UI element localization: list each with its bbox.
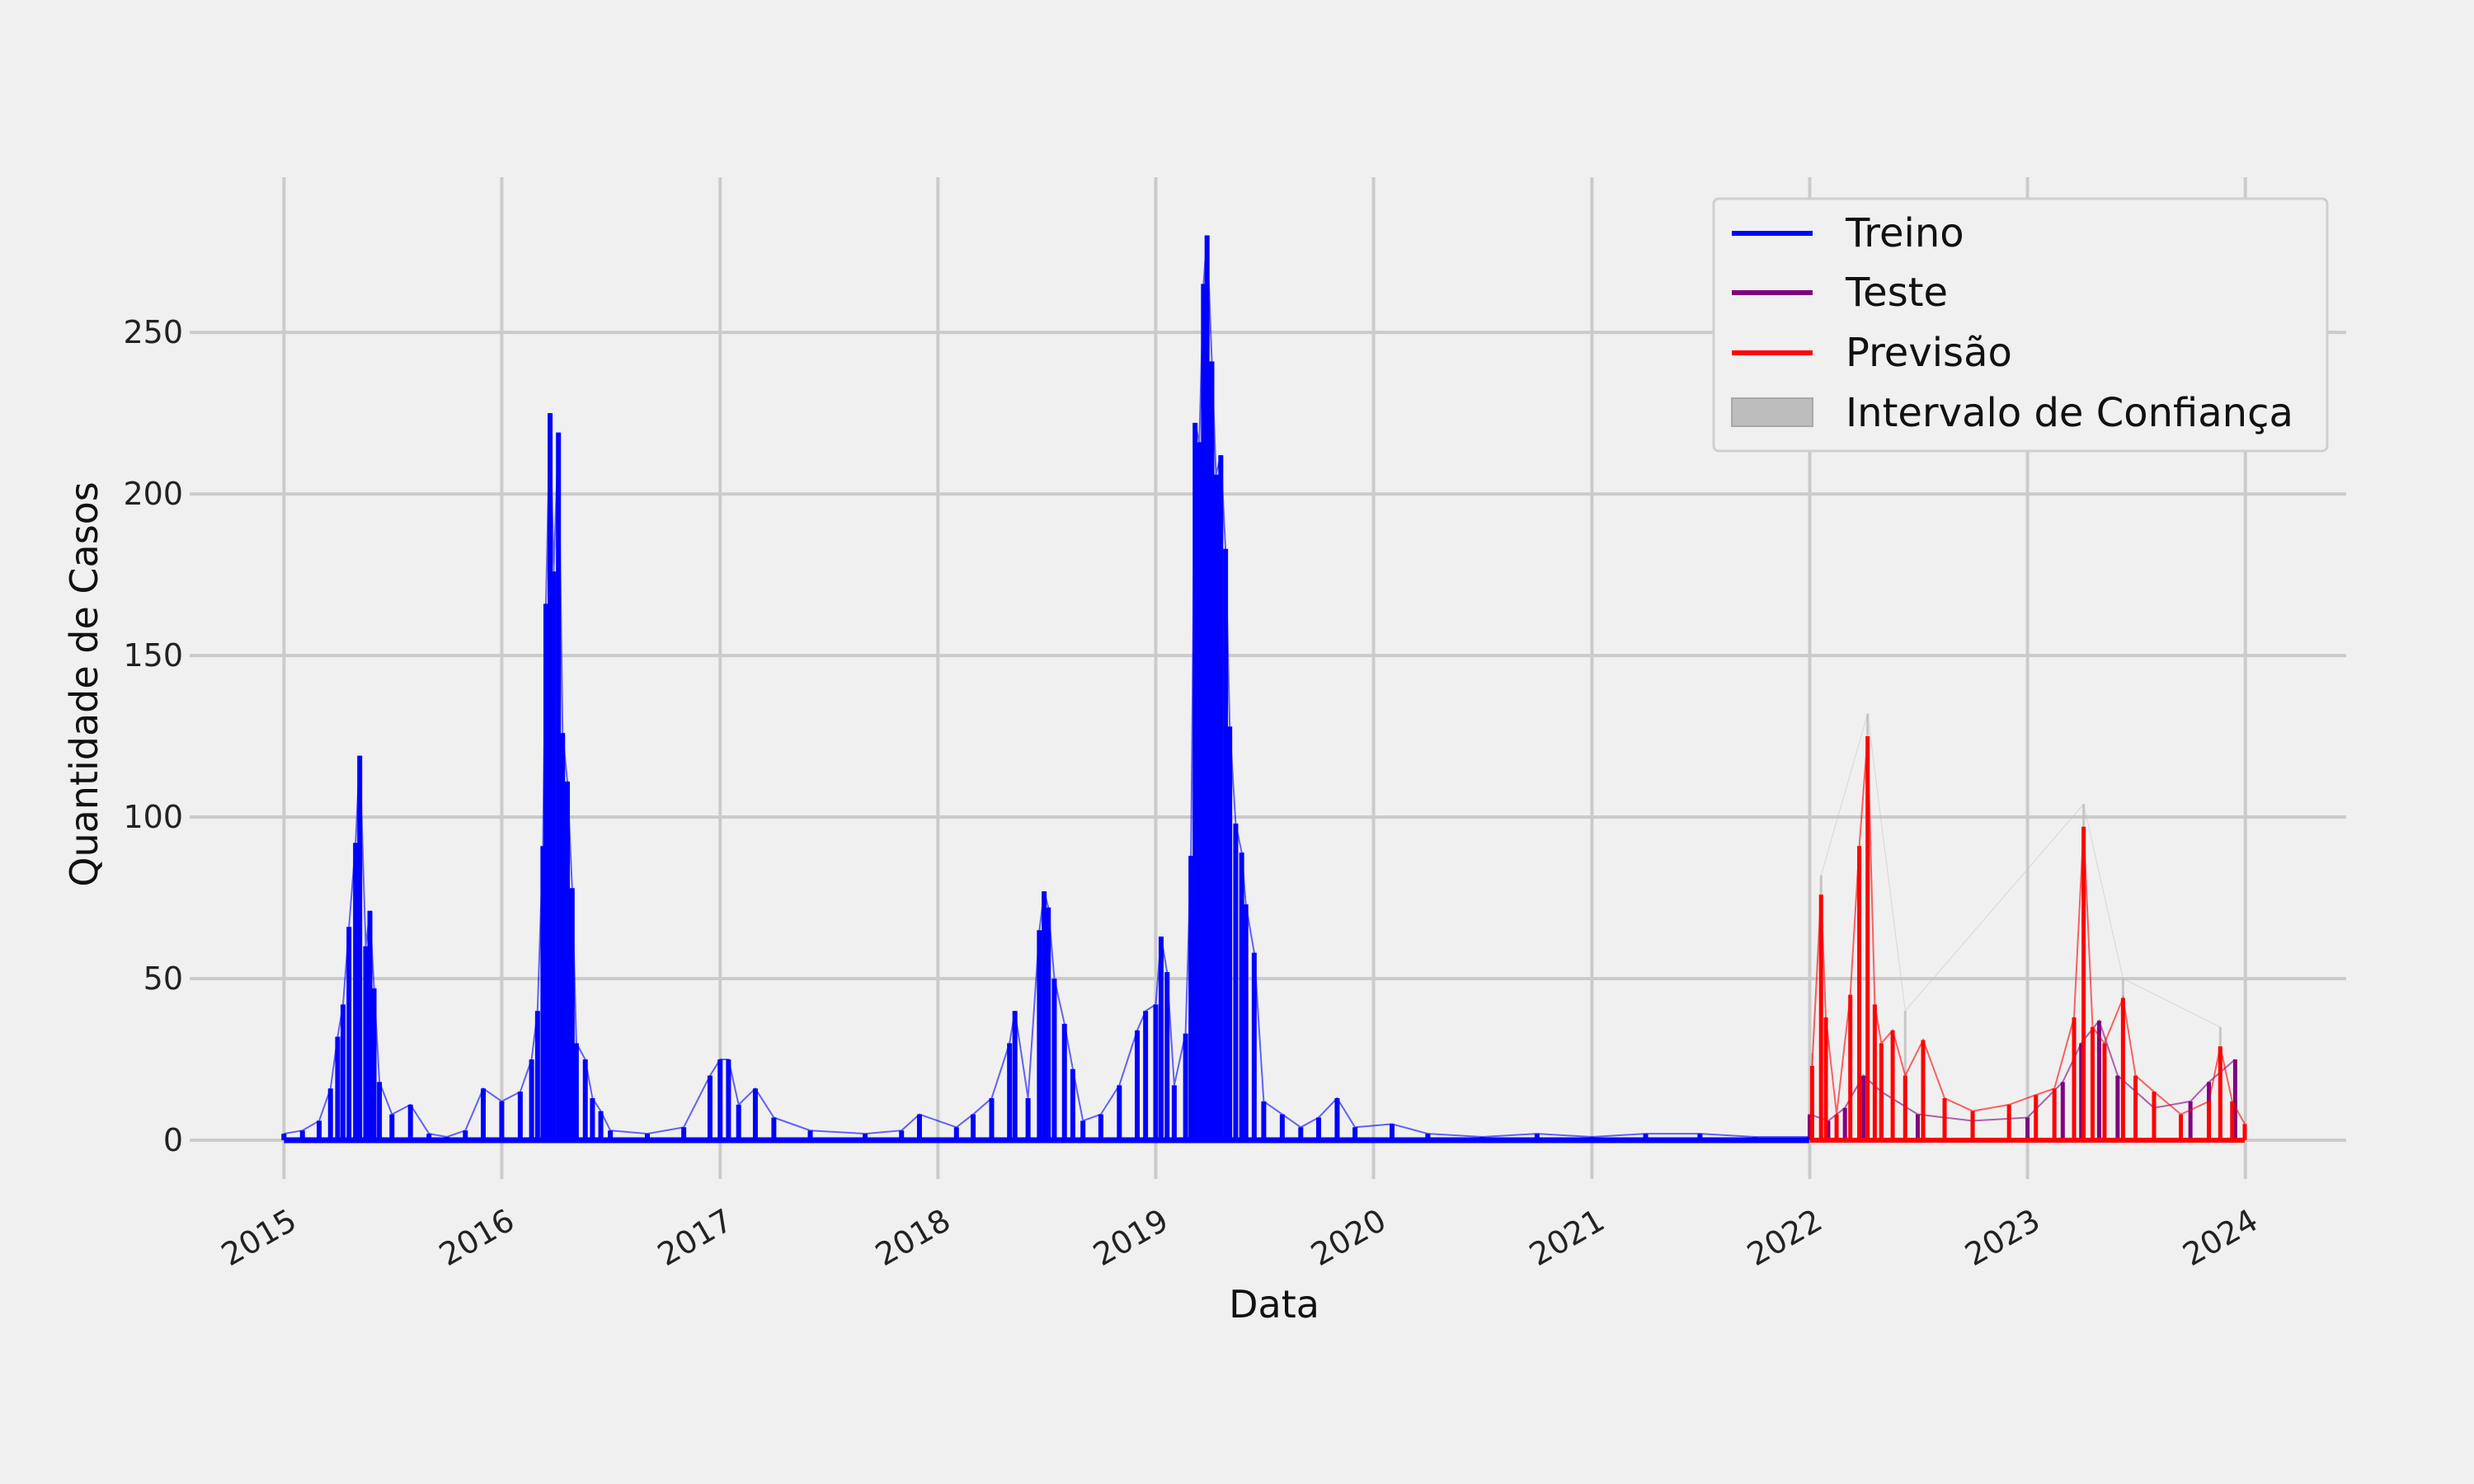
series-treino [281, 235, 1812, 1140]
y-axis-label: Quantidade de Casos [62, 481, 106, 887]
y-tick-label: 250 [123, 314, 183, 350]
series-line [1811, 735, 2246, 1125]
y-tick-label: 150 [123, 637, 183, 674]
legend-label-intervalo: Intervalo de Confiança [1846, 390, 2293, 436]
legend-box [1712, 197, 2329, 453]
series-layer [281, 235, 2247, 1144]
y-tick-label: 0 [163, 1122, 183, 1158]
y-tick-label: 50 [143, 960, 183, 997]
legend-label-treino: Treino [1845, 210, 1964, 256]
y-tick-label: 100 [123, 799, 183, 835]
x-axis-label: Data [1229, 1282, 1319, 1327]
legend-swatch-intervalo [1731, 397, 1813, 427]
series-line [1811, 713, 2221, 1054]
series-line [284, 235, 1809, 1139]
series-previs-o [1809, 735, 2247, 1140]
series-line [1809, 1018, 2236, 1122]
legend-label-teste: Teste [1845, 270, 1948, 316]
legend-label-previsao: Previsão [1846, 330, 2012, 376]
y-tick-label: 200 [123, 476, 183, 512]
y-tick-labels: 0 50 100 150 200 250 [123, 314, 183, 1158]
legend: Treino Teste Previsão Intervalo de Confi… [1712, 197, 2329, 453]
